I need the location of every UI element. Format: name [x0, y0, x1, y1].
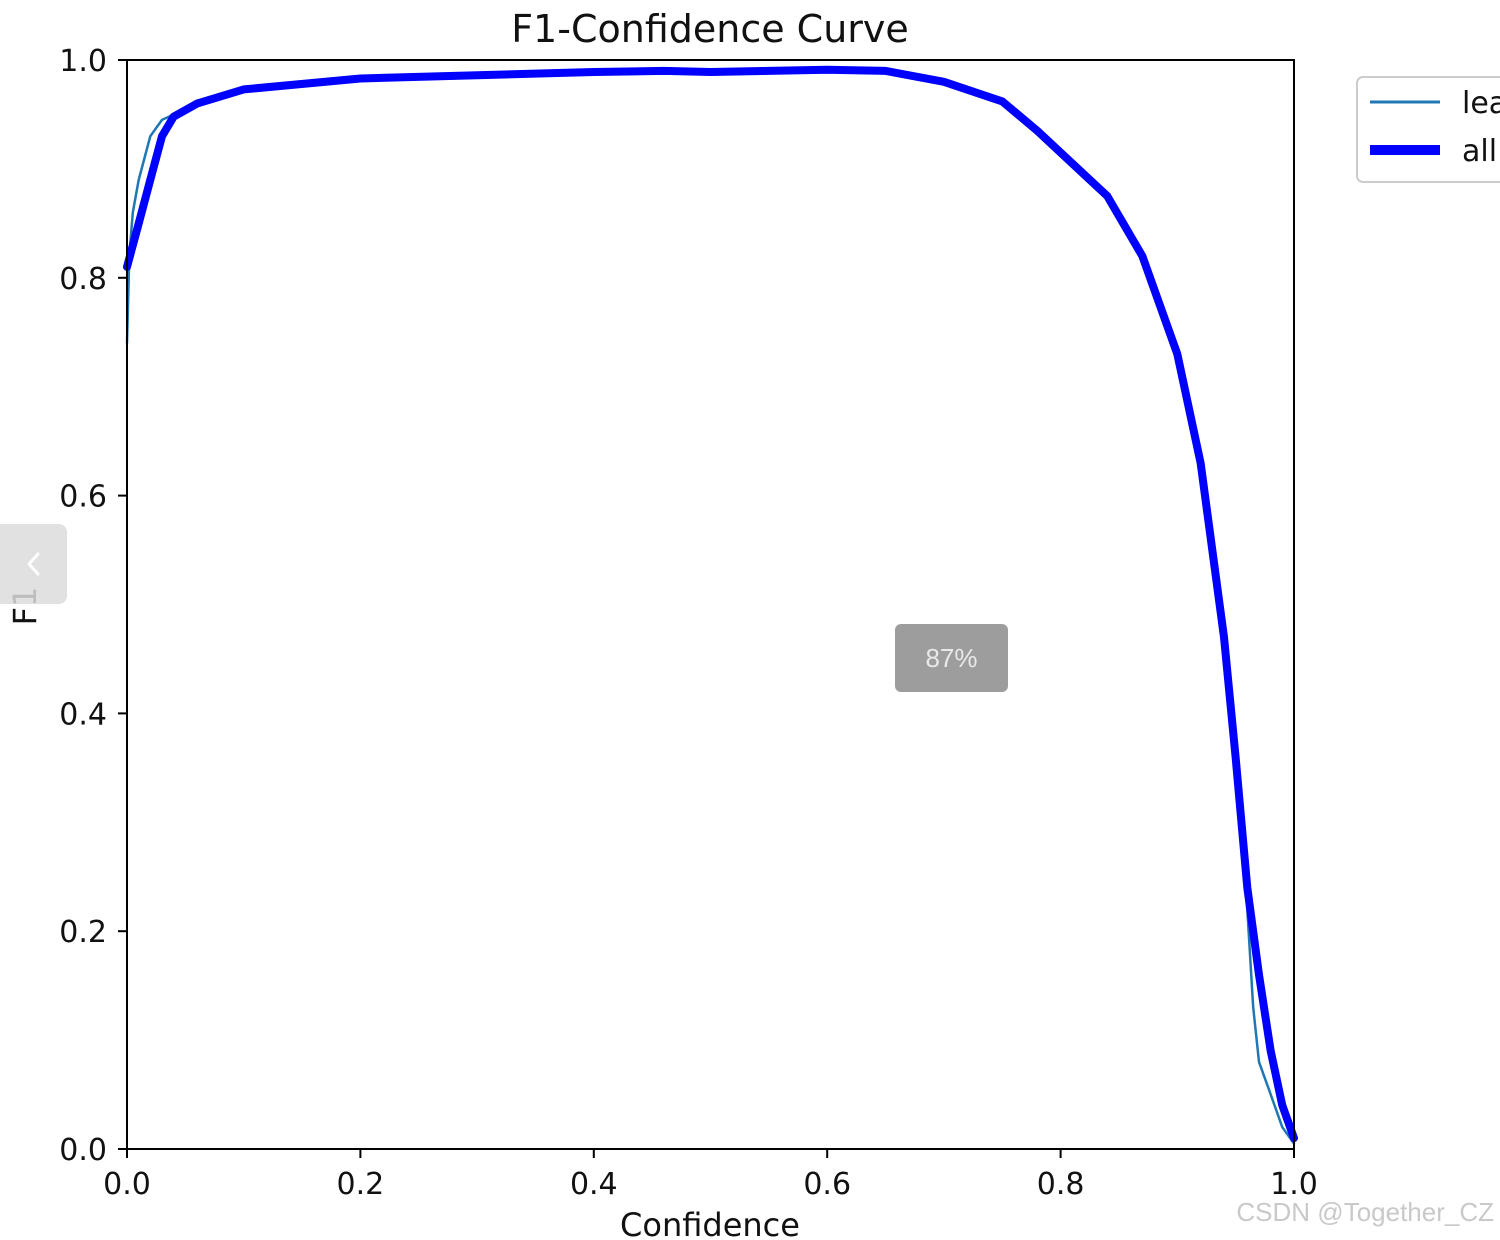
- chart-title: F1-Confidence Curve: [511, 7, 909, 51]
- legend-label-lea: lea: [1462, 86, 1500, 121]
- legend-label-all: all: [1462, 134, 1497, 169]
- y-axis: 0.0 0.2 0.4 0.6 0.8 1.0: [59, 44, 127, 1168]
- x-tick-label: 0.4: [570, 1167, 618, 1202]
- y-tick-label: 0.8: [59, 262, 107, 297]
- zoom-level-badge: 87%: [895, 624, 1008, 692]
- y-tick-label: 0.0: [59, 1133, 107, 1168]
- plot-frame: [126, 59, 1295, 1150]
- chevron-left-icon: [27, 552, 39, 576]
- x-tick-label: 0.6: [803, 1167, 851, 1202]
- x-tick-label: 1.0: [1270, 1167, 1318, 1202]
- x-tick-label: 0.8: [1037, 1167, 1085, 1202]
- x-tick-label: 0.2: [337, 1167, 385, 1202]
- x-tick-label: 0.0: [103, 1167, 151, 1202]
- y-tick-label: 1.0: [59, 44, 107, 79]
- y-tick-label: 0.6: [59, 480, 107, 515]
- prev-image-button[interactable]: [0, 524, 67, 604]
- y-tick-label: 0.4: [59, 697, 107, 732]
- series-line-lea: [125, 68, 1296, 1145]
- series-line-all: [123, 65, 1298, 1143]
- series-layer: [123, 65, 1298, 1145]
- y-tick-label: 0.2: [59, 915, 107, 950]
- watermark: CSDN @Together_CZ: [1236, 1197, 1494, 1227]
- x-axis-label: Confidence: [620, 1206, 800, 1240]
- x-axis: 0.0 0.2 0.4 0.6 0.8 1.0: [103, 1149, 1318, 1202]
- legend: lea all: [1356, 76, 1500, 183]
